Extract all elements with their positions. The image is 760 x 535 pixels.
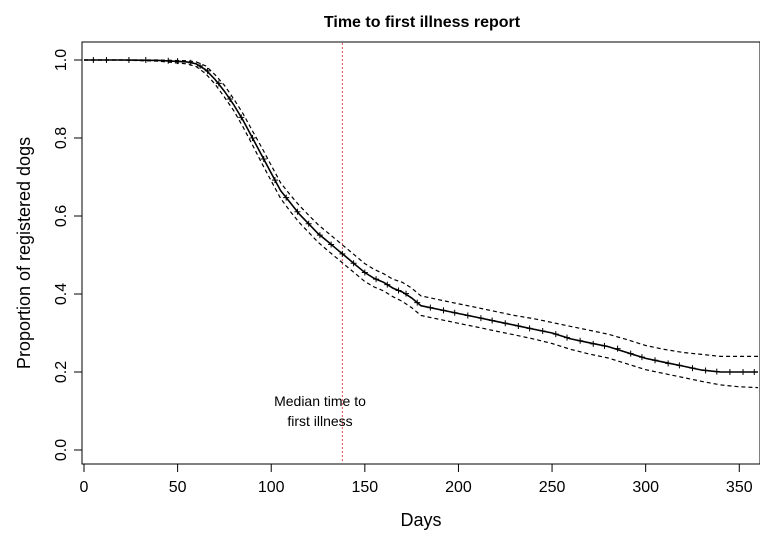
censor-mark-34 bbox=[502, 320, 509, 327]
censor-mark-36 bbox=[526, 325, 533, 332]
censor-mark-28 bbox=[427, 304, 434, 311]
censor-mark-44 bbox=[627, 350, 634, 357]
censor-mark-9 bbox=[215, 80, 222, 87]
confidence-bound-line-1 bbox=[84, 59, 758, 357]
x-tick-label-2: 100 bbox=[258, 479, 285, 496]
censor-mark-10 bbox=[227, 96, 234, 102]
censor-mark-22 bbox=[361, 269, 368, 276]
censor-mark-23 bbox=[373, 276, 380, 283]
y-tick-label-3: 0.6 bbox=[53, 205, 70, 227]
censor-mark-13 bbox=[260, 156, 267, 163]
x-axis-label: Days bbox=[400, 510, 441, 530]
censor-mark-4 bbox=[165, 57, 172, 64]
censor-mark-14 bbox=[271, 177, 278, 184]
censor-mark-30 bbox=[451, 309, 458, 316]
x-tick-label-0: 0 bbox=[80, 479, 89, 496]
censor-mark-53 bbox=[740, 369, 747, 375]
censor-mark-52 bbox=[726, 369, 733, 375]
y-tick-label-5: 1.0 bbox=[53, 49, 70, 71]
y-axis-label: Proportion of registered dogs bbox=[14, 137, 34, 369]
x-tick-label-4: 200 bbox=[445, 479, 472, 496]
x-tick-label-1: 50 bbox=[169, 479, 187, 496]
censor-mark-19 bbox=[328, 241, 335, 248]
survival-estimate-line bbox=[84, 59, 758, 373]
censor-mark-45 bbox=[638, 354, 645, 361]
confidence-bound-line-2 bbox=[84, 59, 759, 389]
censor-mark-48 bbox=[676, 362, 683, 369]
chart-title: Time to first illness report bbox=[324, 14, 521, 31]
y-tick-label-4: 0.8 bbox=[53, 127, 70, 149]
censor-mark-7 bbox=[197, 62, 204, 69]
censor-mark-12 bbox=[249, 135, 256, 141]
censor-mark-43 bbox=[614, 345, 621, 352]
censor-mark-46 bbox=[652, 357, 659, 364]
x-tick-label-6: 300 bbox=[632, 479, 659, 496]
censor-mark-31 bbox=[464, 312, 471, 319]
censor-mark-27 bbox=[414, 299, 421, 306]
y-axis: 0.0 0.2 0.4 0.6 0.8 1.0 bbox=[53, 49, 82, 461]
censor-mark-18 bbox=[316, 232, 323, 239]
censor-mark-32 bbox=[477, 315, 484, 322]
censor-mark-20 bbox=[339, 250, 346, 257]
plot-frame bbox=[81, 41, 760, 465]
censor-mark-47 bbox=[665, 360, 672, 367]
censor-mark-3 bbox=[142, 57, 149, 63]
censor-mark-40 bbox=[577, 337, 584, 344]
y-tick-label-0: 0.0 bbox=[53, 439, 70, 461]
censor-mark-54 bbox=[751, 369, 758, 375]
censor-mark-11 bbox=[238, 114, 245, 121]
censor-mark-5 bbox=[174, 58, 181, 65]
censor-mark-35 bbox=[515, 322, 522, 329]
series-group bbox=[84, 59, 759, 389]
censor-mark-50 bbox=[702, 367, 709, 374]
censor-mark-8 bbox=[204, 67, 211, 74]
x-axis: 0 50 100 150 200 250 300 350 bbox=[80, 464, 753, 496]
censor-mark-1 bbox=[103, 57, 110, 63]
y-tick-label-1: 0.2 bbox=[53, 361, 70, 383]
censor-mark-41 bbox=[590, 340, 597, 347]
x-tick-label-7: 350 bbox=[726, 479, 753, 496]
censor-mark-6 bbox=[187, 59, 194, 66]
censor-mark-24 bbox=[384, 281, 391, 288]
censor-mark-2 bbox=[125, 57, 132, 63]
censor-mark-0 bbox=[90, 57, 97, 63]
censor-mark-26 bbox=[403, 290, 410, 297]
censor-mark-15 bbox=[283, 194, 290, 201]
censor-mark-37 bbox=[539, 328, 546, 335]
censor-mark-25 bbox=[395, 287, 402, 294]
censor-mark-21 bbox=[350, 260, 357, 267]
censor-marks bbox=[90, 57, 758, 375]
x-tick-label-5: 250 bbox=[539, 479, 566, 496]
y-tick-label-2: 0.4 bbox=[53, 283, 70, 305]
censor-mark-42 bbox=[601, 342, 608, 349]
median-annotation-line-2: first illness bbox=[287, 413, 352, 429]
censor-mark-17 bbox=[305, 220, 312, 227]
censor-mark-38 bbox=[552, 331, 559, 338]
censor-mark-39 bbox=[564, 334, 571, 341]
censor-mark-29 bbox=[440, 307, 447, 314]
censor-mark-33 bbox=[489, 317, 496, 324]
censor-mark-16 bbox=[294, 208, 301, 215]
censor-mark-49 bbox=[689, 365, 696, 372]
x-tick-label-3: 150 bbox=[351, 479, 378, 496]
censor-mark-51 bbox=[713, 368, 720, 375]
median-annotation-line-1: Median time to bbox=[274, 393, 366, 409]
